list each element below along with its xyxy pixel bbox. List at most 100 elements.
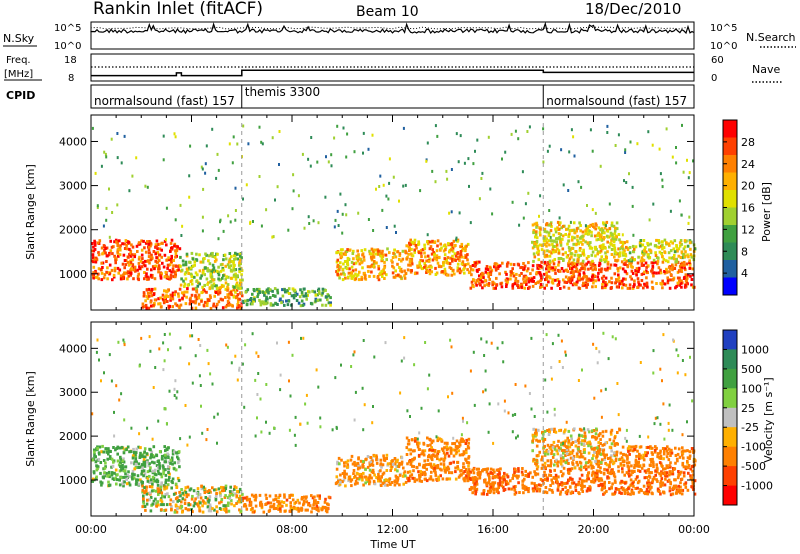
data-cell xyxy=(127,274,131,278)
data-cell xyxy=(355,462,358,466)
data-cell xyxy=(288,494,291,498)
data-cell xyxy=(113,240,116,244)
data-cell xyxy=(160,500,164,504)
data-cell xyxy=(127,240,130,244)
data-cell xyxy=(669,209,672,213)
data-cell xyxy=(243,496,247,500)
data-cell xyxy=(236,274,239,278)
data-cell xyxy=(119,244,122,248)
data-cell xyxy=(220,489,224,493)
data-cell xyxy=(522,486,525,490)
data-cell xyxy=(298,501,301,505)
data-cell xyxy=(237,297,240,301)
data-cell xyxy=(179,283,183,287)
data-cell xyxy=(466,461,470,465)
data-cell xyxy=(488,482,492,486)
data-cell xyxy=(559,470,563,474)
data-cell xyxy=(390,464,394,468)
data-cell xyxy=(531,264,535,268)
data-cell xyxy=(190,282,194,286)
data-cell xyxy=(516,476,519,480)
data-cell xyxy=(674,478,677,482)
data-cell xyxy=(321,287,325,291)
data-cell xyxy=(437,265,441,269)
data-cell xyxy=(264,503,267,506)
data-cell xyxy=(160,454,164,458)
data-cell xyxy=(538,264,541,268)
data-cell xyxy=(585,479,588,483)
data-cell xyxy=(196,495,200,499)
data-cell xyxy=(269,501,273,505)
data-cell xyxy=(547,223,551,227)
data-cell xyxy=(220,485,223,489)
data-cell xyxy=(579,465,583,469)
data-cell xyxy=(559,492,562,496)
data-cell xyxy=(194,294,197,298)
data-cell xyxy=(193,263,196,267)
data-cell xyxy=(219,286,222,290)
data-cell xyxy=(136,474,140,478)
data-cell xyxy=(440,447,444,451)
data-cell xyxy=(169,293,173,297)
data-cell xyxy=(568,485,572,489)
data-cell xyxy=(383,271,386,275)
data-cell xyxy=(587,477,590,481)
data-cell xyxy=(424,255,427,259)
data-cell xyxy=(287,287,291,291)
data-cell xyxy=(184,260,188,264)
data-cell xyxy=(477,268,481,271)
data-cell xyxy=(569,262,573,266)
data-cell xyxy=(254,493,258,497)
data-cell xyxy=(420,452,423,456)
data-cell xyxy=(557,232,561,236)
data-cell xyxy=(189,296,192,300)
data-cell xyxy=(209,506,212,510)
data-cell xyxy=(177,499,181,502)
data-cell xyxy=(498,264,502,268)
data-cell xyxy=(125,448,128,452)
data-cell xyxy=(105,246,109,250)
data-cell xyxy=(201,504,204,508)
data-cell xyxy=(629,263,633,267)
data-cell xyxy=(145,272,148,276)
data-cell xyxy=(174,252,178,255)
data-cell xyxy=(221,306,225,310)
data-cell xyxy=(553,268,557,272)
data-cell xyxy=(123,247,127,250)
data-cell xyxy=(682,471,686,475)
data-cell xyxy=(628,172,630,176)
data-cell xyxy=(184,263,188,267)
data-cell xyxy=(582,282,585,286)
data-cell xyxy=(686,158,688,162)
data-cell xyxy=(91,253,95,257)
data-cell xyxy=(577,276,581,280)
data-cell xyxy=(340,255,344,259)
data-cell xyxy=(228,292,231,296)
data-cell xyxy=(572,275,576,279)
data-cell xyxy=(517,469,520,473)
data-cell xyxy=(287,292,291,295)
data-cell xyxy=(661,286,664,290)
data-cell xyxy=(337,250,340,254)
data-cell xyxy=(580,235,583,239)
data-cell xyxy=(595,223,598,227)
data-cell xyxy=(524,469,527,473)
data-cell xyxy=(574,265,578,269)
data-cell xyxy=(675,244,678,247)
data-cell xyxy=(474,149,476,153)
data-cell xyxy=(546,464,550,468)
data-cell xyxy=(135,460,138,464)
data-cell xyxy=(496,473,500,477)
data-cell xyxy=(597,465,600,469)
data-cell xyxy=(222,284,225,288)
data-cell xyxy=(140,253,144,257)
data-cell xyxy=(197,296,201,300)
data-cell xyxy=(442,459,446,463)
data-cell xyxy=(343,469,346,473)
data-cell xyxy=(537,280,540,284)
data-cell xyxy=(252,299,255,303)
data-cell xyxy=(380,475,383,479)
data-cell xyxy=(552,453,556,457)
data-cell xyxy=(622,277,625,281)
